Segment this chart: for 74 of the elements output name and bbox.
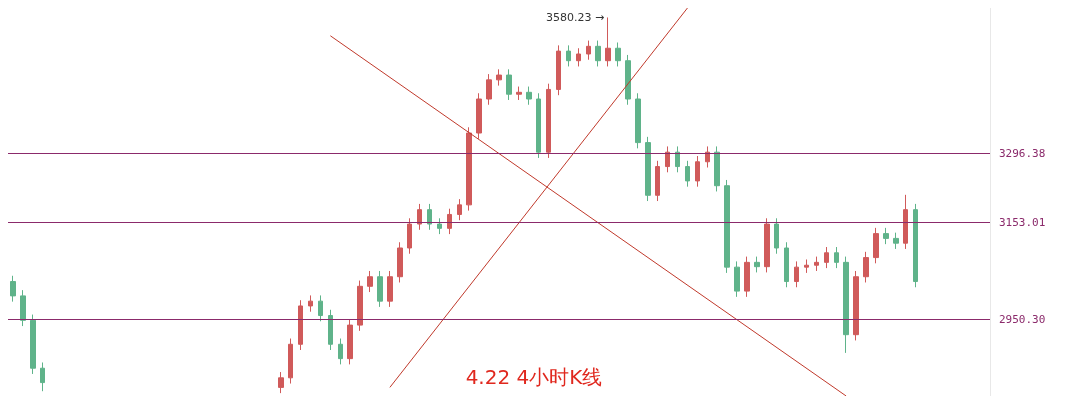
candlestick: [804, 258, 809, 274]
candlestick: [794, 260, 799, 288]
candlestick: [744, 256, 750, 298]
candlestick: [645, 136, 651, 202]
candlestick: [705, 145, 710, 169]
candlestick: [685, 160, 690, 188]
candlestick: [853, 270, 859, 341]
candlestick: [288, 338, 293, 385]
candlestick: [298, 299, 303, 351]
candlestick: [338, 338, 343, 365]
candlestick: [754, 256, 760, 273]
candlestick: [536, 92, 541, 159]
candlestick: [824, 246, 829, 269]
candlestick: [407, 217, 412, 255]
candlestick: [576, 47, 581, 67]
candlestick: [883, 227, 889, 245]
candlestick: [367, 270, 373, 293]
candlestick: [843, 256, 849, 354]
candlestick: [714, 145, 720, 192]
candlestick: [486, 73, 492, 106]
candlestick: [417, 203, 422, 231]
candlestick: [814, 256, 819, 272]
candlestick: [546, 83, 551, 159]
candlestick: [903, 194, 908, 250]
candlestick: [20, 289, 26, 327]
candlestick: [764, 217, 770, 273]
candlestick: [784, 241, 789, 288]
candlestick: [566, 44, 571, 67]
candlestick: [774, 217, 779, 255]
candlestick: [476, 92, 482, 140]
candlestick: [734, 260, 740, 298]
candlestick: [427, 203, 432, 231]
candlestick: [595, 40, 601, 67]
candlestick: [278, 371, 284, 394]
candlestick: [10, 275, 16, 303]
candlestick: [496, 68, 502, 87]
candlestick: [665, 145, 670, 173]
candlestick: [30, 314, 36, 375]
candlestick: [635, 92, 641, 149]
candlestick: [347, 318, 353, 365]
text: 4.22 4小时K线: [465, 365, 603, 389]
candlestick: [625, 54, 631, 106]
candlestick: [615, 41, 621, 67]
candlestick: [328, 309, 333, 351]
candlestick: [397, 241, 403, 283]
candlestick: [308, 294, 313, 313]
candlestick: [377, 270, 383, 308]
candlestick: [318, 294, 323, 322]
annotation: 3580.23 →: [545, 10, 605, 24]
candlestick: [695, 155, 700, 188]
candlestick: [605, 16, 611, 67]
candlestick: [447, 208, 452, 235]
candlestick: [466, 126, 472, 212]
y-tick-label: 3153.01: [999, 215, 1046, 229]
y-tick-label: 2950.30: [999, 312, 1046, 326]
candlestick: [675, 145, 680, 173]
candlestick: [913, 203, 918, 288]
candlestick: [873, 227, 879, 264]
candlestick: [506, 68, 512, 101]
candlestick: [457, 198, 462, 221]
candlestick: [357, 280, 363, 332]
candlestick: [437, 217, 442, 235]
candlestick: [586, 40, 591, 61]
candlestick: [863, 251, 869, 283]
y-tick-label: 3296.38: [999, 146, 1046, 160]
candlestick: [516, 86, 522, 101]
candlestick: [655, 160, 660, 202]
candlestick: [834, 246, 839, 269]
candlestick: [724, 179, 730, 274]
candlestick: [556, 44, 561, 96]
candlestick: [40, 361, 45, 392]
candlestick: [387, 270, 393, 308]
candlestick: [893, 232, 899, 250]
candlestick: [526, 86, 532, 106]
